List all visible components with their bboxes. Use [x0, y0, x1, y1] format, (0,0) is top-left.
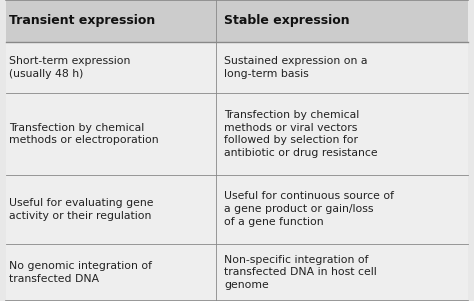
Text: Short-term expression
(usually 48 h): Short-term expression (usually 48 h)	[9, 56, 131, 79]
Text: Transient expression: Transient expression	[9, 14, 156, 27]
Text: Stable expression: Stable expression	[224, 14, 350, 27]
Bar	[6, 175, 468, 244]
Text: Non-specific integration of
transfected DNA in host cell
genome: Non-specific integration of transfected …	[224, 255, 377, 290]
Text: Useful for evaluating gene
activity or their regulation: Useful for evaluating gene activity or t…	[9, 198, 154, 221]
Text: Useful for continuous source of
a gene product or gain/loss
of a gene function: Useful for continuous source of a gene p…	[224, 191, 394, 227]
Text: Sustained expression on a
long-term basis: Sustained expression on a long-term basi…	[224, 56, 368, 79]
Text: No genomic integration of
transfected DNA: No genomic integration of transfected DN…	[9, 261, 153, 284]
Bar	[6, 93, 468, 175]
Text: Transfection by chemical
methods or electroporation: Transfection by chemical methods or elec…	[9, 123, 159, 145]
Text: Transfection by chemical
methods or viral vectors
followed by selection for
anti: Transfection by chemical methods or vira…	[224, 110, 378, 158]
Bar	[6, 0, 468, 42]
Bar	[6, 244, 468, 301]
Bar	[6, 42, 468, 93]
